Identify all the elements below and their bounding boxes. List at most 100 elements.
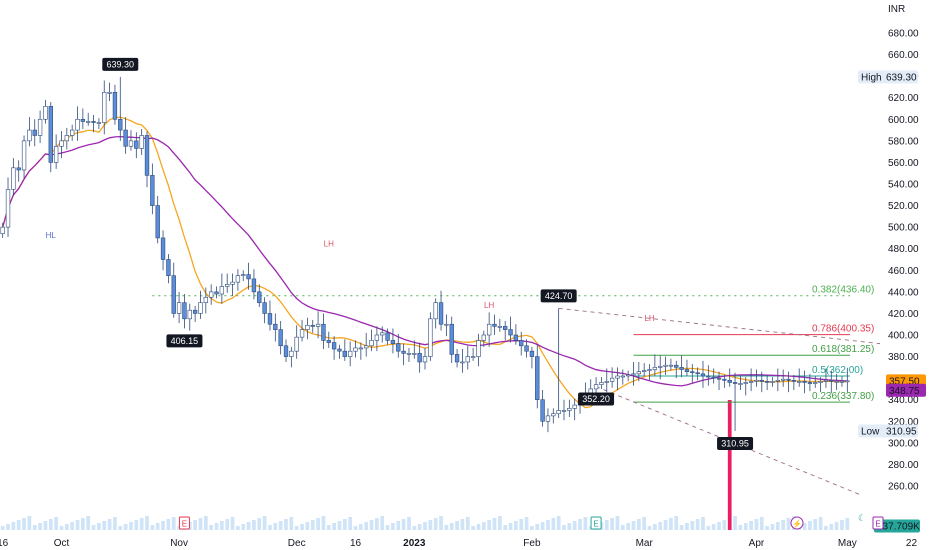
candle[interactable] bbox=[187, 303, 192, 331]
candle[interactable] bbox=[182, 294, 187, 329]
candle[interactable] bbox=[321, 313, 326, 350]
candle[interactable] bbox=[818, 377, 823, 393]
candle[interactable] bbox=[128, 130, 134, 151]
candle[interactable] bbox=[235, 269, 241, 291]
candle[interactable] bbox=[802, 370, 807, 394]
candle[interactable] bbox=[166, 254, 171, 284]
candle[interactable] bbox=[267, 300, 273, 331]
candle[interactable] bbox=[176, 291, 182, 324]
candle[interactable] bbox=[37, 110, 43, 144]
candle[interactable] bbox=[262, 297, 267, 324]
candle[interactable] bbox=[433, 298, 438, 329]
candle[interactable] bbox=[310, 319, 315, 333]
candle[interactable] bbox=[791, 374, 797, 391]
candle[interactable] bbox=[652, 354, 658, 376]
candle[interactable] bbox=[797, 368, 802, 387]
fib-level[interactable]: 0.236(337.80) bbox=[633, 391, 874, 403]
candle[interactable] bbox=[759, 371, 764, 393]
candle[interactable] bbox=[764, 374, 770, 391]
candle[interactable] bbox=[241, 270, 246, 282]
candle[interactable] bbox=[123, 117, 128, 154]
candle[interactable] bbox=[845, 367, 850, 393]
candle[interactable] bbox=[230, 273, 235, 297]
candle[interactable] bbox=[807, 373, 813, 392]
candle[interactable] bbox=[32, 119, 37, 147]
candle[interactable] bbox=[347, 341, 353, 367]
candle[interactable] bbox=[732, 372, 738, 432]
candle[interactable] bbox=[535, 344, 540, 409]
candle[interactable] bbox=[481, 330, 486, 347]
candle[interactable] bbox=[390, 328, 396, 354]
candle[interactable] bbox=[674, 360, 679, 379]
candle[interactable] bbox=[96, 118, 102, 129]
candle[interactable] bbox=[465, 345, 470, 370]
candle[interactable] bbox=[743, 377, 748, 396]
candle[interactable] bbox=[251, 269, 257, 300]
candle[interactable] bbox=[636, 361, 642, 382]
candle[interactable] bbox=[716, 371, 722, 391]
candle[interactable] bbox=[599, 377, 604, 389]
candle[interactable] bbox=[225, 273, 230, 293]
candle[interactable] bbox=[529, 346, 535, 369]
fib-level[interactable]: 0.618(381.25) bbox=[633, 344, 874, 356]
fib-level[interactable]: 0.786(400.35) bbox=[633, 324, 874, 336]
candle[interactable] bbox=[364, 332, 369, 357]
candle[interactable] bbox=[513, 324, 519, 345]
candle[interactable] bbox=[294, 325, 299, 359]
candle[interactable] bbox=[160, 230, 166, 271]
candle[interactable] bbox=[545, 408, 551, 433]
earnings-icon[interactable]: E bbox=[590, 516, 602, 530]
candle[interactable] bbox=[775, 368, 781, 392]
candle[interactable] bbox=[658, 355, 663, 380]
candle[interactable] bbox=[299, 319, 305, 342]
candle[interactable] bbox=[112, 84, 118, 125]
candle[interactable] bbox=[155, 195, 160, 244]
candle[interactable] bbox=[331, 336, 337, 360]
candle[interactable] bbox=[80, 108, 86, 129]
candle[interactable] bbox=[727, 368, 732, 387]
candle[interactable] bbox=[315, 311, 321, 339]
candle[interactable] bbox=[358, 342, 364, 360]
candle[interactable] bbox=[353, 340, 358, 358]
earnings-icon[interactable]: E bbox=[178, 516, 190, 530]
candle[interactable] bbox=[524, 339, 529, 358]
candle[interactable] bbox=[192, 305, 198, 323]
candle[interactable] bbox=[839, 375, 845, 387]
candle[interactable] bbox=[604, 368, 609, 393]
candle[interactable] bbox=[64, 127, 69, 150]
fib-level[interactable]: 0.5(362.00) bbox=[633, 365, 863, 377]
candle[interactable] bbox=[609, 367, 615, 388]
fib-level[interactable]: 0.382(436.40) bbox=[152, 285, 874, 297]
candle[interactable] bbox=[208, 284, 214, 305]
candle[interactable] bbox=[337, 344, 342, 359]
candle[interactable] bbox=[700, 360, 706, 388]
y-axis[interactable]: INR680.00660.00640.00620.00600.00580.005… bbox=[888, 4, 919, 493]
candle[interactable] bbox=[417, 342, 422, 373]
candle[interactable] bbox=[754, 369, 759, 387]
candle[interactable] bbox=[738, 375, 743, 391]
candle[interactable] bbox=[647, 364, 652, 381]
candle[interactable] bbox=[663, 356, 668, 375]
candle[interactable] bbox=[684, 359, 690, 376]
candle[interactable] bbox=[278, 320, 283, 355]
earnings-icon[interactable]: E bbox=[872, 516, 884, 530]
candle[interactable] bbox=[449, 316, 454, 364]
candle[interactable] bbox=[508, 316, 513, 343]
candle[interactable] bbox=[144, 131, 150, 188]
candle[interactable] bbox=[139, 128, 144, 155]
candle[interactable] bbox=[615, 367, 620, 391]
candle[interactable] bbox=[380, 326, 385, 343]
candle[interactable] bbox=[781, 369, 786, 387]
candle[interactable] bbox=[75, 106, 80, 141]
candle[interactable] bbox=[834, 373, 839, 391]
candle[interactable] bbox=[561, 399, 567, 421]
candle[interactable] bbox=[203, 287, 208, 314]
candle[interactable] bbox=[118, 76, 123, 141]
candle[interactable] bbox=[748, 368, 754, 392]
candle[interactable] bbox=[428, 312, 433, 361]
candle[interactable] bbox=[150, 163, 155, 215]
candle[interactable] bbox=[625, 370, 631, 382]
candle[interactable] bbox=[476, 333, 481, 367]
candle[interactable] bbox=[444, 314, 449, 337]
